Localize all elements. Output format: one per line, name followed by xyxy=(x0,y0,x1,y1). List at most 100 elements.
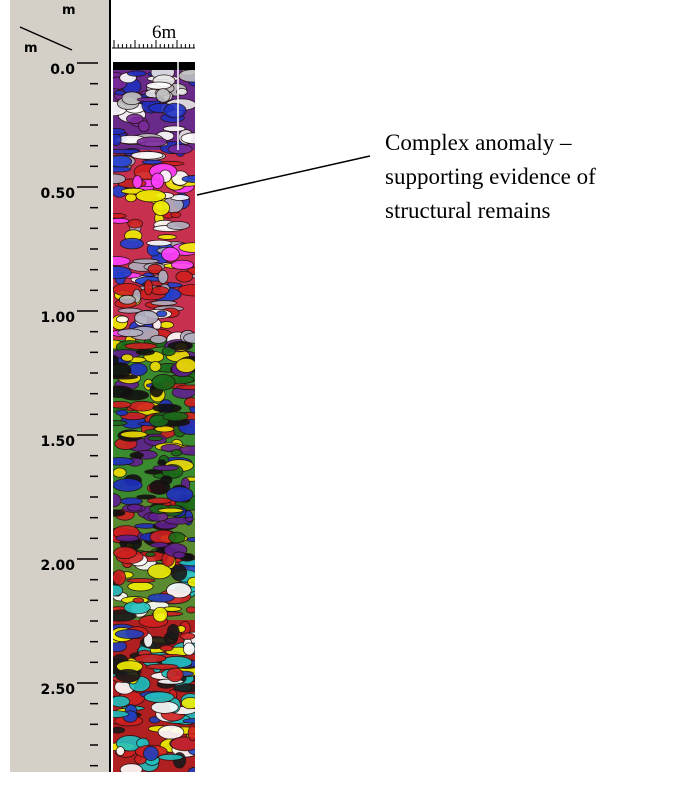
radar-blob xyxy=(136,97,160,103)
depth-label: 1.00 xyxy=(40,310,75,326)
unit-top: m xyxy=(62,3,76,18)
radar-blob xyxy=(149,361,162,372)
radar-blob xyxy=(170,259,194,270)
radar-blob xyxy=(152,606,168,623)
radar-blob xyxy=(113,155,133,168)
radar-blob xyxy=(170,449,183,457)
radar-blob xyxy=(119,237,144,250)
radar-blob xyxy=(115,746,125,757)
radar-blob xyxy=(115,668,141,683)
radar-blob xyxy=(114,629,145,639)
distance-label: 6m xyxy=(152,22,177,43)
radar-blob xyxy=(113,467,127,478)
radar-blob xyxy=(113,173,127,185)
radar-blob xyxy=(113,710,129,719)
radar-blob xyxy=(177,445,195,456)
radar-blob xyxy=(170,211,182,219)
radar-blob xyxy=(132,597,145,604)
radar-blob xyxy=(127,581,154,592)
radargram xyxy=(113,62,195,772)
radar-blob xyxy=(127,70,147,77)
radar-blob xyxy=(118,294,136,305)
corner-diagonal xyxy=(19,26,73,51)
radar-blob xyxy=(172,551,186,559)
radar-blob xyxy=(167,144,193,155)
annotation-line: supporting evidence of xyxy=(385,164,596,189)
radar-blob xyxy=(132,258,160,264)
radar-blob xyxy=(184,397,195,408)
annotation-line: structural remains xyxy=(385,198,550,223)
radar-blob xyxy=(172,683,195,693)
radar-blob xyxy=(179,632,195,640)
radar-blob xyxy=(113,493,122,508)
radar-blob xyxy=(180,132,195,145)
radar-blob xyxy=(132,175,143,189)
radar-blob xyxy=(115,409,129,417)
radar-blob xyxy=(113,354,119,367)
radar-blob xyxy=(125,193,137,203)
radar-blob xyxy=(113,509,126,517)
radar-blob xyxy=(156,310,168,318)
radar-blob xyxy=(113,132,122,146)
radar-blob xyxy=(152,464,179,472)
radar-blob xyxy=(113,400,132,409)
radar-blob xyxy=(180,697,195,710)
radar-blob xyxy=(150,286,170,296)
radar-blob xyxy=(135,348,155,356)
radar-blob xyxy=(170,736,195,752)
radar-blob xyxy=(170,564,188,581)
radar-blob xyxy=(128,400,155,412)
radar-blob xyxy=(185,606,195,614)
depth-label: 1.50 xyxy=(40,434,75,450)
radar-blob xyxy=(126,578,156,584)
radar-blob xyxy=(138,120,150,133)
radar-blob xyxy=(129,451,144,459)
radar-blob xyxy=(127,218,144,229)
radar-blob xyxy=(113,213,127,219)
radar-blob xyxy=(113,362,132,379)
radar-blob xyxy=(162,411,189,422)
radar-blob xyxy=(175,270,194,283)
radar-blob xyxy=(183,332,195,344)
radar-blob xyxy=(187,766,195,772)
radar-blob xyxy=(113,420,128,427)
radar-blob xyxy=(166,221,190,231)
radar-blob xyxy=(146,81,172,90)
radar-blob xyxy=(167,340,194,351)
radar-blob xyxy=(134,310,159,325)
radar-blob xyxy=(157,507,184,514)
radar-blob xyxy=(114,90,126,96)
depth-label: 0.0 xyxy=(50,62,75,78)
depth-label: 2.50 xyxy=(40,682,75,698)
radar-blob xyxy=(126,113,144,124)
radar-blob xyxy=(113,546,137,559)
radar-blob xyxy=(117,328,144,338)
radar-blob xyxy=(134,653,167,664)
radar-blob xyxy=(152,403,182,413)
radar-blob xyxy=(166,623,180,641)
radar-blob xyxy=(113,569,127,586)
radar-blob xyxy=(143,691,175,703)
radar-blob xyxy=(176,87,188,96)
radar-blob xyxy=(160,475,173,485)
radar-blob xyxy=(124,342,158,350)
radar-blob xyxy=(135,189,167,203)
radar-blob xyxy=(182,642,195,656)
surface-bar xyxy=(113,62,195,70)
radar-blob xyxy=(143,745,159,761)
annotation-line: Complex anomaly – xyxy=(385,130,572,155)
radar-blob xyxy=(115,315,129,324)
radar-blob xyxy=(187,576,195,588)
radar-blob xyxy=(113,584,124,597)
radar-blob xyxy=(162,125,186,132)
radar-blob xyxy=(145,663,179,670)
callout-line xyxy=(196,155,371,196)
radar-blob xyxy=(113,148,140,155)
radar-blob xyxy=(150,172,165,189)
radar-blob xyxy=(163,102,187,119)
radar-blob xyxy=(113,478,143,492)
radar-blob xyxy=(150,300,178,306)
depth-label: 2.00 xyxy=(40,558,75,574)
